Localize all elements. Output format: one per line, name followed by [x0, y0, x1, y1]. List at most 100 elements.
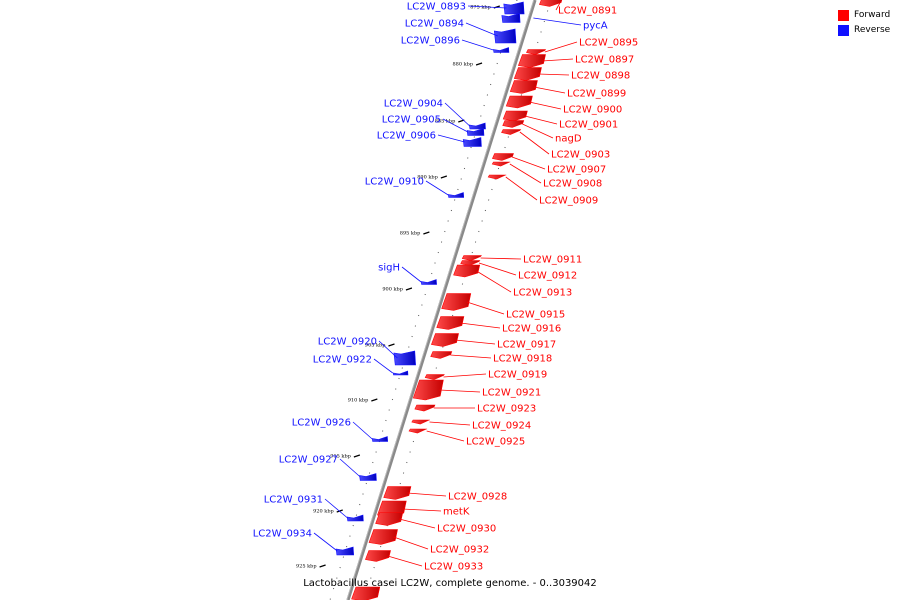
gene-label-lc2w-0910[interactable]: LC2W_0910: [365, 177, 424, 188]
gene-arrow[interactable]: [346, 514, 364, 522]
gene-arrow[interactable]: [368, 529, 398, 545]
gene-label-metk[interactable]: metK: [443, 507, 470, 518]
gene-arrow[interactable]: [469, 122, 486, 130]
gene-arrow[interactable]: [383, 486, 412, 500]
gene-label-lc2w-0899[interactable]: LC2W_0899: [567, 89, 626, 100]
gene-label-lc2w-0920[interactable]: LC2W_0920: [318, 337, 377, 348]
gene-leader-line: [439, 389, 481, 393]
gene-arrow[interactable]: [359, 473, 377, 481]
gene-arrow[interactable]: [365, 550, 391, 562]
gene-arrow[interactable]: [539, 0, 563, 7]
gene-arrow[interactable]: [503, 1, 525, 15]
gene-arrow[interactable]: [487, 174, 507, 180]
gene-arrow[interactable]: [335, 546, 354, 556]
gene-arrow[interactable]: [430, 351, 453, 359]
gene-leader-line: [407, 492, 447, 497]
gene-label-lc2w-0915[interactable]: LC2W_0915: [506, 310, 565, 321]
gene-arrow[interactable]: [501, 13, 521, 23]
gene-label-lc2w-0919[interactable]: LC2W_0919: [488, 370, 547, 381]
gene-label-lc2w-0900[interactable]: LC2W_0900: [563, 105, 622, 116]
gene-arrow[interactable]: [375, 512, 404, 526]
gene-arrow[interactable]: [408, 428, 428, 434]
gene-label-lc2w-0922[interactable]: LC2W_0922: [313, 355, 372, 366]
gene-arrow[interactable]: [509, 80, 538, 94]
gene-label-lc2w-0904[interactable]: LC2W_0904: [384, 99, 443, 110]
gene-arrow[interactable]: [436, 316, 465, 330]
gene-label-lc2w-0928[interactable]: LC2W_0928: [448, 492, 507, 503]
gene-label-lc2w-0934[interactable]: LC2W_0934: [253, 529, 312, 540]
gene-arrow[interactable]: [462, 137, 482, 147]
gene-label-nagd[interactable]: nagD: [555, 134, 582, 145]
gene-arrow[interactable]: [493, 28, 517, 44]
gene-label-lc2w-0893[interactable]: LC2W_0893: [407, 2, 466, 13]
gene-arrow[interactable]: [351, 586, 381, 600]
gene-leader-line: [426, 430, 465, 442]
gene-label-lc2w-0896[interactable]: LC2W_0896: [401, 36, 460, 47]
gene-label-lc2w-0917[interactable]: LC2W_0917: [497, 340, 556, 351]
gene-label-lc2w-0901[interactable]: LC2W_0901: [559, 120, 618, 131]
gene-arrow[interactable]: [424, 374, 445, 380]
gene-label-lc2w-0930[interactable]: LC2W_0930: [437, 524, 496, 535]
gene-arrow[interactable]: [441, 293, 472, 311]
gene-label-lc2w-0932[interactable]: LC2W_0932: [430, 545, 489, 556]
gene-arrow[interactable]: [431, 333, 459, 347]
gene-arrow[interactable]: [501, 129, 522, 135]
gene-label-lc2w-0907[interactable]: LC2W_0907: [547, 165, 606, 176]
gene-arrow[interactable]: [513, 67, 542, 81]
gene-label-lc2w-0926[interactable]: LC2W_0926: [292, 418, 351, 429]
legend-forward-label: Forward: [854, 10, 891, 20]
gene-leader-line: [454, 339, 496, 345]
gene-arrow[interactable]: [447, 192, 465, 198]
gene-arrow[interactable]: [412, 379, 444, 401]
gene-label-lc2w-0921[interactable]: LC2W_0921: [482, 388, 541, 399]
gene-label-lc2w-0925[interactable]: LC2W_0925: [466, 437, 525, 448]
gene-label-pyca[interactable]: pycA: [583, 21, 608, 32]
gene-arrow[interactable]: [505, 95, 533, 109]
gene-arrow[interactable]: [460, 260, 481, 266]
scale-tick-label: 905 kbp: [365, 343, 386, 349]
gene-label-lc2w-0897[interactable]: LC2W_0897: [575, 55, 634, 66]
gene-arrow[interactable]: [493, 47, 510, 53]
gene-label-lc2w-0923[interactable]: LC2W_0923: [477, 404, 536, 415]
gene-leader-line: [442, 118, 469, 133]
gene-label-lc2w-0924[interactable]: LC2W_0924: [472, 421, 531, 432]
gene-label-lc2w-0918[interactable]: LC2W_0918: [493, 354, 552, 365]
gene-label-lc2w-0906[interactable]: LC2W_0906: [377, 131, 436, 142]
gene-leader-line: [522, 123, 554, 139]
gene-label-lc2w-0905[interactable]: LC2W_0905: [382, 115, 441, 126]
scale-tick-label: 900 kbp: [382, 287, 403, 293]
gene-label-lc2w-0933[interactable]: LC2W_0933: [424, 562, 483, 573]
gene-label-lc2w-0916[interactable]: LC2W_0916: [502, 324, 561, 335]
gene-label-lc2w-0931[interactable]: LC2W_0931: [264, 495, 323, 506]
gene-arrow[interactable]: [502, 110, 528, 122]
legend-reverse-label: Reverse: [854, 25, 891, 35]
gene-arrow[interactable]: [466, 128, 485, 136]
gene-label-lc2w-0927[interactable]: LC2W_0927: [279, 455, 338, 466]
gene-arrow[interactable]: [492, 153, 514, 161]
gene-arrow[interactable]: [491, 161, 511, 167]
gene-arrow[interactable]: [453, 264, 481, 278]
gene-label-lc2w-0912[interactable]: LC2W_0912: [518, 271, 577, 282]
gene-label-lc2w-0903[interactable]: LC2W_0903: [551, 150, 610, 161]
gene-arrow[interactable]: [420, 279, 437, 285]
gene-label-lc2w-0898[interactable]: LC2W_0898: [571, 71, 630, 82]
gene-label-lc2w-0891[interactable]: LC2W_0891: [558, 6, 617, 17]
gene-arrow[interactable]: [414, 404, 436, 412]
gene-label-lc2w-0913[interactable]: LC2W_0913: [513, 288, 572, 299]
gene-arrow[interactable]: [502, 120, 525, 128]
gene-label-lc2w-0909[interactable]: LC2W_0909: [539, 196, 598, 207]
gene-label-sigh[interactable]: sigH: [378, 263, 400, 274]
gene-label-lc2w-0895[interactable]: LC2W_0895: [579, 38, 638, 49]
gene-arrow[interactable]: [392, 370, 409, 376]
gene-arrow[interactable]: [371, 436, 388, 442]
gene-leader-line: [429, 421, 471, 426]
gene-label-lc2w-0911[interactable]: LC2W_0911: [523, 255, 582, 266]
gene-arrow[interactable]: [461, 255, 482, 261]
scale-tick: [319, 564, 326, 568]
gene-arrow[interactable]: [526, 49, 547, 55]
gene-label-lc2w-0894[interactable]: LC2W_0894: [405, 19, 464, 30]
gene-arrow[interactable]: [393, 350, 416, 366]
gene-arrow[interactable]: [517, 54, 546, 68]
gene-label-lc2w-0908[interactable]: LC2W_0908: [543, 179, 602, 190]
gene-arrow[interactable]: [411, 419, 430, 425]
